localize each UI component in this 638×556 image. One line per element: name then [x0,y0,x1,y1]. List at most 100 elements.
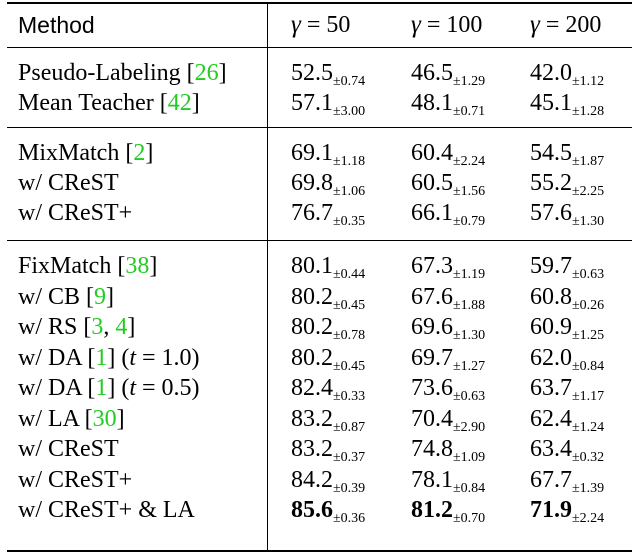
method-cell: w/ CReST+ [18,198,132,228]
citation-link[interactable]: 42 [167,90,192,116]
std-value: ±1.12 [572,74,605,89]
method-text: ] [145,140,154,166]
mean-value: 60.5 [411,170,453,196]
value-cell: 62.0±0.84 [530,343,605,374]
citation-link[interactable]: 9 [94,284,107,310]
value-cell: 57.1±3.00 [291,88,366,119]
value-cell: 70.4±2.90 [411,404,486,435]
value-cell: 69.1±1.18 [291,138,365,169]
value-cell: 82.4±0.33 [291,373,365,404]
std-value: ±0.71 [453,104,486,119]
value-cell: 69.8±1.06 [291,168,366,199]
citation-link[interactable]: 38 [125,253,150,279]
std-value: ±2.90 [453,420,486,435]
mean-value: 80.2 [291,314,333,340]
std-value: ±0.87 [333,420,366,435]
mean-value: 45.1 [530,90,572,116]
table-row: w/ RS [3, 4] 80.2±0.78 69.6±1.30 60.9±1.25 [0,312,638,343]
header-gamma-100: γ = 100 [411,11,483,38]
std-value: ±1.87 [572,154,605,169]
mean-value: 57.1 [291,90,333,116]
method-text: ] ( [107,345,130,371]
method-text: t [129,375,136,401]
header-gamma-200: γ = 200 [530,11,602,38]
value-cell: 52.5±0.74 [291,58,366,89]
group-rule-1 [7,127,632,128]
value-cell: 63.7±1.17 [530,373,604,404]
mean-value: 67.3 [411,253,453,279]
mean-value: 52.5 [291,60,333,86]
std-value: ±0.39 [333,481,366,496]
std-value: ±0.26 [572,298,605,313]
citation-link[interactable]: 26 [194,60,219,86]
value-cell: 74.8±1.09 [411,434,485,465]
citation-link[interactable]: 1 [95,345,108,371]
mean-value: 69.8 [291,170,333,196]
value-cell: 60.4±2.24 [411,138,486,169]
std-value: ±0.36 [333,511,366,526]
value-cell: 80.2±0.78 [291,312,366,343]
method-text: w/ CReST+ [18,200,133,226]
method-text: MixMatch [ [18,140,134,166]
std-value: ±1.19 [453,267,486,282]
mean-value: 85.6 [291,497,333,523]
mean-value: 55.2 [530,170,572,196]
std-value: ±3.00 [333,104,366,119]
citation-link[interactable]: 30 [92,406,117,432]
std-value: ±0.63 [572,267,605,282]
std-value: ±1.88 [453,298,486,313]
mean-value: 57.6 [530,200,572,226]
table-row: w/ DA [1] (t = 0.5) 82.4±0.33 73.6±0.63 63.… [0,373,638,404]
std-value: ±0.70 [453,511,486,526]
std-value: ±0.79 [453,214,486,229]
mean-value: 80.2 [291,345,333,371]
header-row: Method γ = 50 γ = 100 γ = 200 [0,10,638,40]
value-cell: 66.1±0.79 [411,198,486,229]
method-text: ] [106,284,115,310]
citation-link[interactable]: 1 [95,375,108,401]
value-cell: 80.1±0.44 [291,251,365,282]
method-cell: w/ RS [3, 4] [18,312,135,342]
value-cell: 71.9±2.24 [530,495,605,526]
std-value: ±0.78 [333,328,366,343]
std-value: ±2.24 [572,511,605,526]
mean-value: 60.9 [530,314,572,340]
header-gamma-50: γ = 50 [291,11,351,38]
mean-value: 54.5 [530,140,572,166]
mean-value: 83.2 [291,406,333,432]
method-cell: FixMatch [38] [18,251,157,281]
table-row: FixMatch [38] 80.1±0.44 67.3±1.19 59.7±0.63 [0,251,638,282]
table-row: w/ DA [1] (t = 1.0) 80.2±0.45 69.7±1.27 62.… [0,343,638,374]
std-value: ±2.25 [572,184,605,199]
value-cell: 57.6±1.30 [530,198,604,229]
mean-value: 71.9 [530,497,572,523]
method-text: ] ( [107,375,130,401]
mean-value: 63.4 [530,436,572,462]
value-cell: 78.1±0.84 [411,465,485,496]
method-text: = 1.0) [136,345,200,371]
value-cell: 60.9±1.25 [530,312,605,343]
value-cell: 84.2±0.39 [291,465,366,496]
value-cell: 63.4±0.32 [530,434,604,465]
std-value: ±0.84 [572,359,605,374]
citation-link[interactable]: 2 [133,140,146,166]
table-row: MixMatch [2] 69.1±1.18 60.4±2.24 54.5±1.87 [0,138,638,169]
mean-value: 70.4 [411,406,453,432]
value-cell: 45.1±1.28 [530,88,604,119]
std-value: ±1.25 [572,328,605,343]
method-text: w/ CReST [18,436,119,462]
mean-value: 80.2 [291,284,333,310]
std-value: ±2.24 [453,154,486,169]
std-value: ±0.74 [333,74,366,89]
std-value: ±1.06 [333,184,366,199]
citation-link[interactable]: 4 [115,314,128,340]
mean-value: 67.6 [411,284,453,310]
table-row: Pseudo-Labeling [26] 52.5±0.74 46.5±1.29 42… [0,58,638,89]
method-cell: w/ CReST [18,434,119,464]
method-text: ] [127,314,136,340]
value-cell: 60.8±0.26 [530,282,605,313]
value-cell: 59.7±0.63 [530,251,605,282]
value-cell: 46.5±1.29 [411,58,485,89]
citation-link[interactable]: 3 [91,314,104,340]
